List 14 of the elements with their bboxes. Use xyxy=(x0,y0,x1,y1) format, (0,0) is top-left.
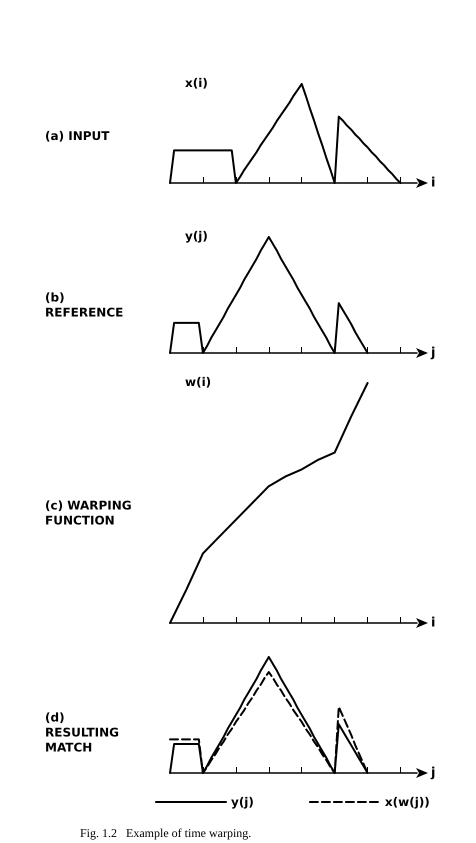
x-axis-title: i xyxy=(431,616,436,630)
x-axis-title: i xyxy=(431,176,436,190)
y-axis-title: w(i) xyxy=(185,375,212,389)
text: (d) RESULTING MATCH xyxy=(45,710,124,754)
y-axis-title: x(i) xyxy=(185,76,208,90)
text: (c) WARPING FUNCTION xyxy=(45,498,136,528)
text: y(j) xyxy=(231,795,254,809)
x-axis-title: j xyxy=(430,766,436,780)
text: (b) REFERENCE xyxy=(45,290,124,320)
caption: Fig. 1.2 Example of time warping. xyxy=(80,826,252,840)
y-axis-title: y(j) xyxy=(185,229,208,243)
text: (a) INPUT xyxy=(45,129,110,143)
text: x(w(j)) xyxy=(384,795,430,809)
x-axis-title: j xyxy=(430,346,436,360)
